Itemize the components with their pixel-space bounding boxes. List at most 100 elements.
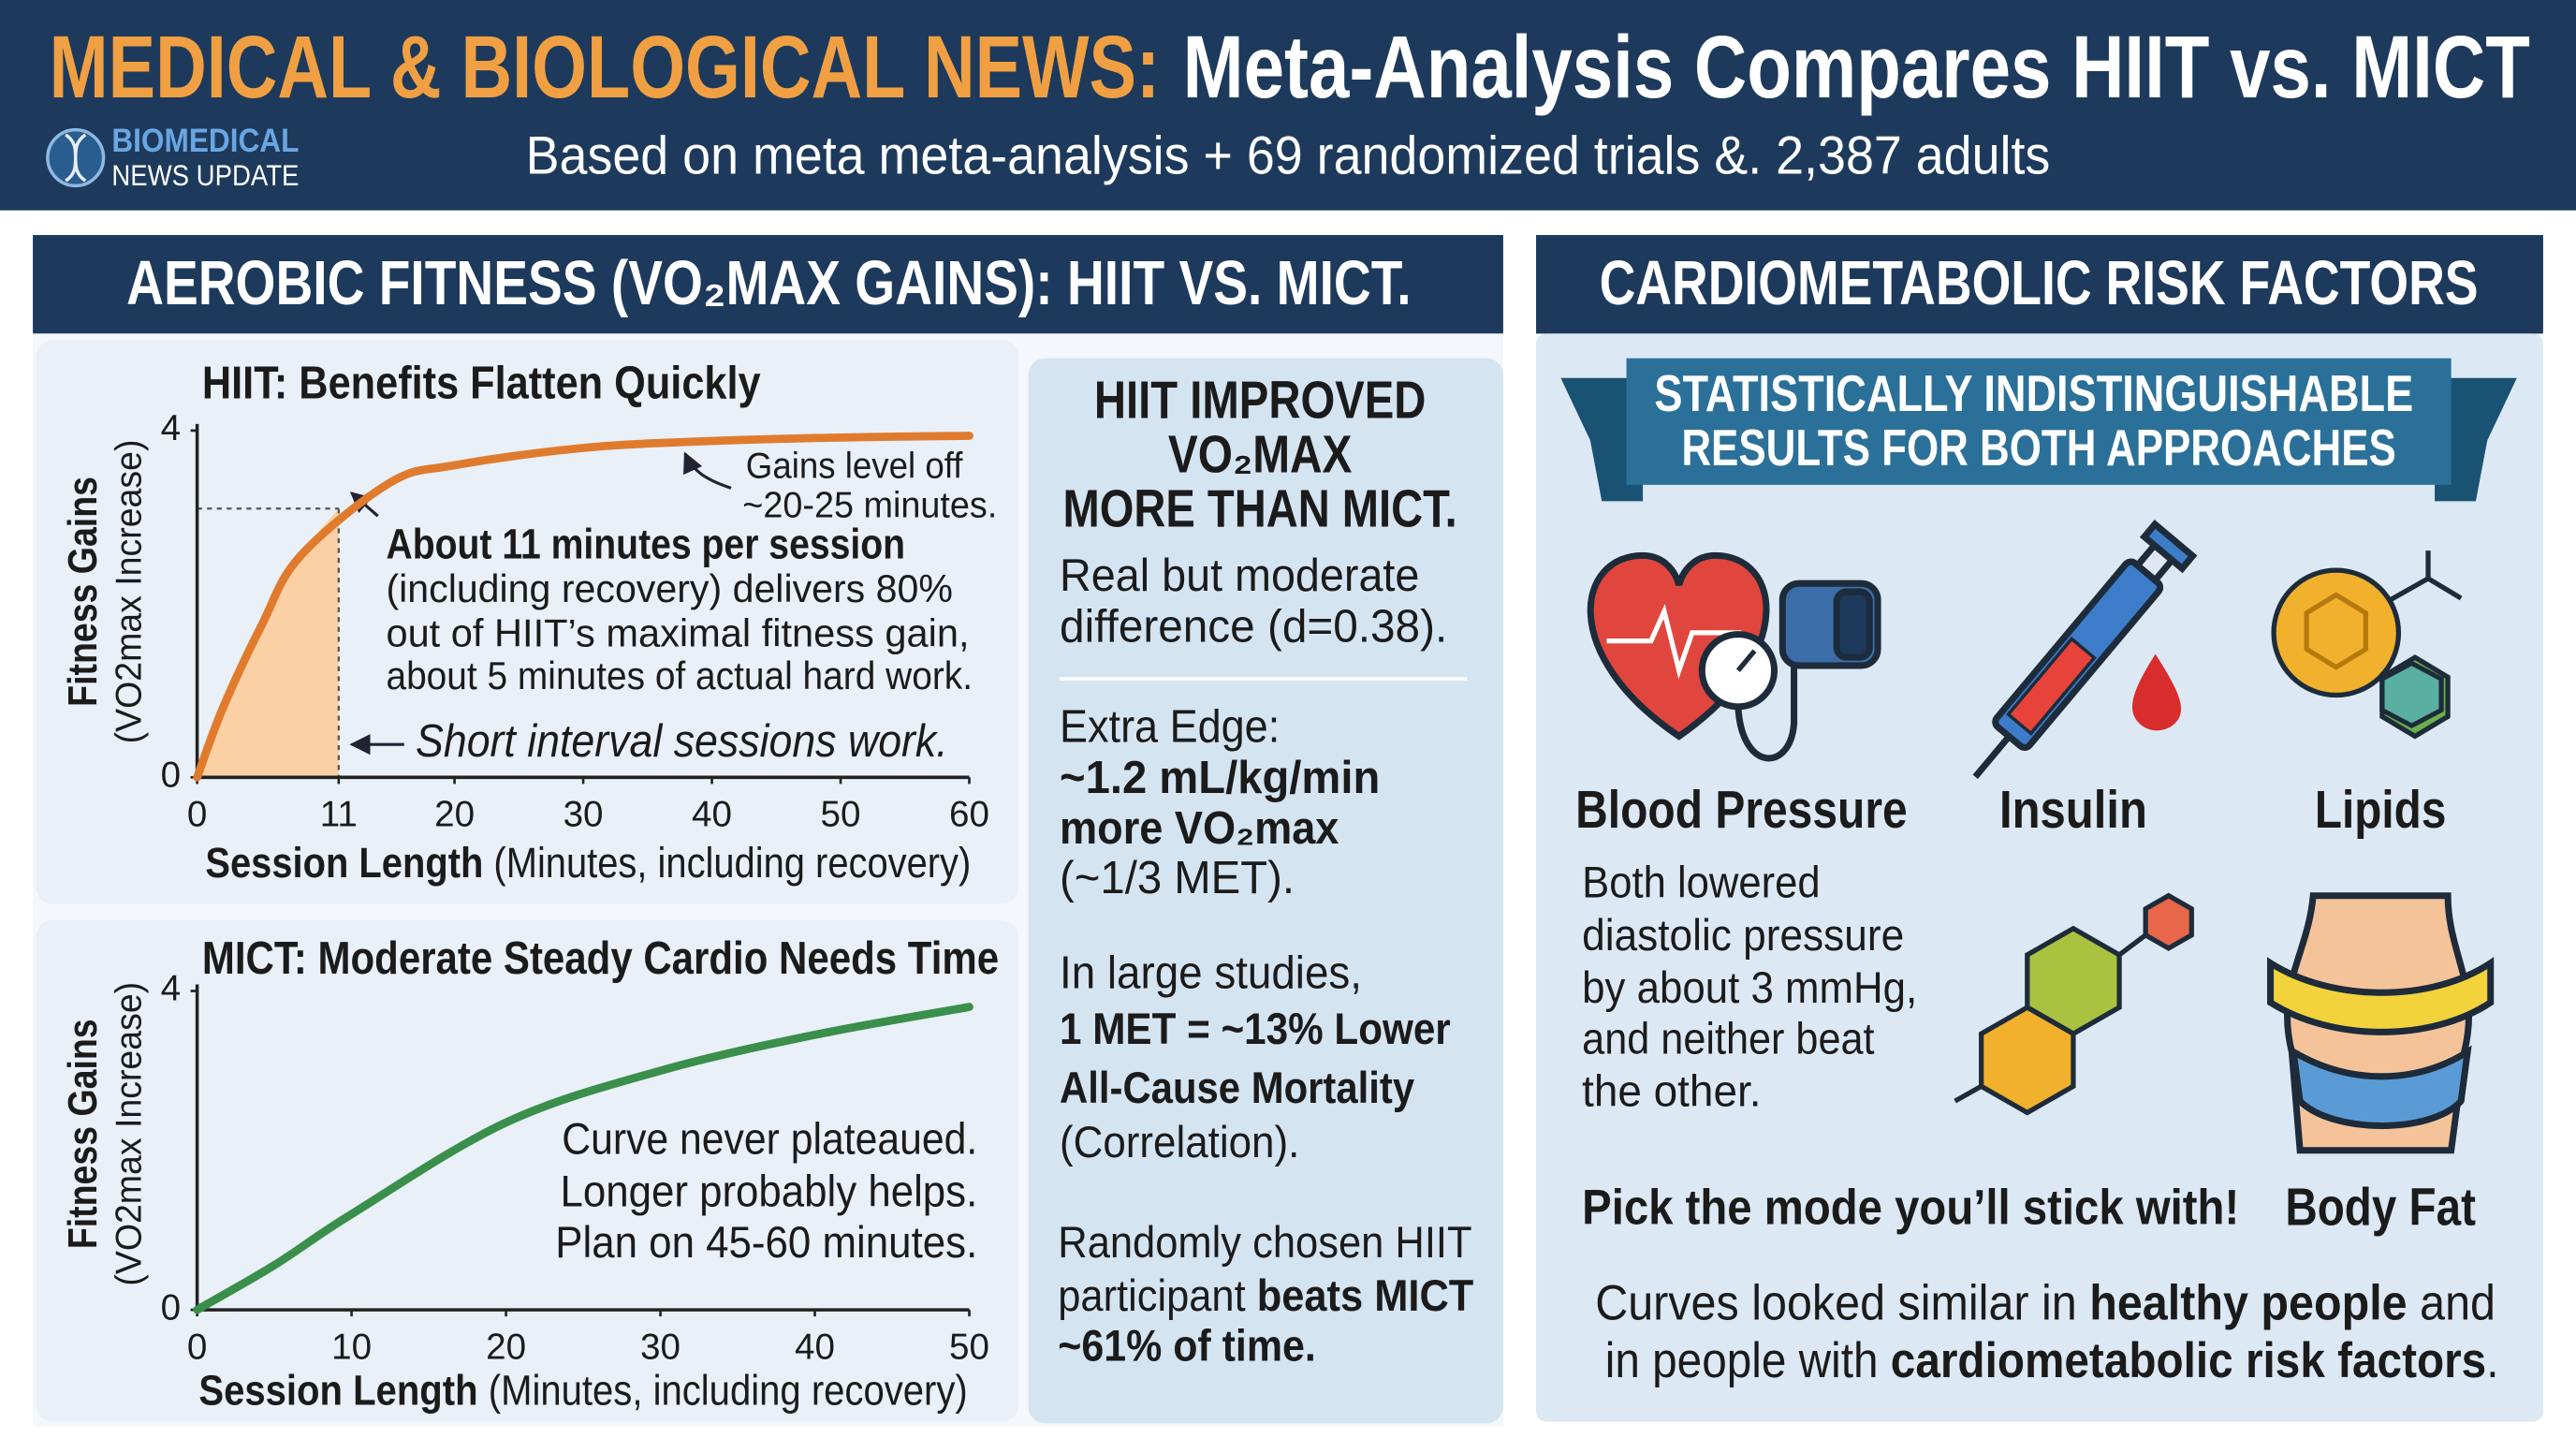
logo: BIOMEDICAL NEWS UPDATE [46, 123, 299, 192]
footer-bold: cardiometabolic risk factors [1891, 1333, 2486, 1388]
x-axis-title: Session Length (Minutes, including recov… [205, 839, 971, 887]
advice: Pick the mode you’ll stick with! [1582, 1181, 2239, 1236]
title-highlight: MEDICAL & BIOLOGICAL NEWS: [50, 18, 1160, 117]
section-header [1536, 235, 2543, 334]
findings-text: Extra Edge: [1060, 701, 1280, 752]
title: Meta-Analysis Compares HIIT vs. MICT [1183, 18, 2530, 117]
body-fat-icon [2267, 892, 2495, 1154]
y-tick-label: 4 [161, 969, 181, 1009]
y-tick-label: 4 [161, 408, 181, 448]
y-axis-title: Fitness Gains [60, 1019, 106, 1249]
line-series [193, 432, 973, 782]
annotation: about 5 minutes of actual hard work. [386, 653, 973, 697]
bp-detail: diastolic pressure [1582, 911, 1904, 961]
x-tick-label: 40 [795, 1327, 835, 1367]
findings-text: (~1/3 MET). [1060, 853, 1295, 903]
x-axis-title-detail: (Minutes, including recovery) [493, 839, 971, 887]
findings-text: In large studies, [1060, 948, 1362, 999]
x-tick-label: 30 [640, 1327, 681, 1367]
annotation: (including recovery) delivers 80% [386, 566, 953, 610]
factor-label: Lipids [2315, 780, 2446, 839]
findings-panel [1028, 358, 1503, 1424]
blood-pressure-icon [1587, 551, 1881, 762]
banner: STATISTICALLY INDISTINGUISHABLE RESULTS … [1560, 358, 2517, 502]
findings-heading: MORE THAN MICT. [1063, 479, 1457, 538]
x-tick-label: 30 [564, 795, 604, 835]
x-axis-title-main: Session Length [198, 1367, 477, 1415]
annotation: Short interval sessions work. [416, 716, 948, 767]
findings-text: more VO₂max [1060, 803, 1339, 854]
findings-text: 1 MET = ~13% Lower [1060, 1005, 1451, 1054]
findings-heading: HIIT IMPROVED [1094, 371, 1427, 430]
section-title: AEROBIC FITNESS (VO₂MAX GAINS): HIIT VS.… [126, 249, 1411, 318]
x-tick-label: 0 [187, 795, 207, 835]
findings-text: ~1.2 mL/kg/min [1060, 753, 1380, 803]
y-tick-label: 0 [161, 756, 181, 796]
section-header [33, 235, 1503, 334]
annotation: ~20-25 minutes. [742, 486, 997, 526]
x-tick-label: 11 [320, 795, 358, 835]
findings-text-part: participant [1058, 1270, 1256, 1320]
x-axis-title: Session Length (Minutes, including recov… [198, 1367, 967, 1415]
annotation: Gains level off [746, 446, 963, 486]
annotation: About 11 minutes per session [386, 521, 905, 568]
findings-text: All-Cause Mortality [1060, 1064, 1415, 1113]
x-axis-title-detail: (Minutes, including recovery) [489, 1367, 968, 1415]
banner-text: STATISTICALLY INDISTINGUISHABLE [1654, 365, 2413, 422]
subtitle: Based on meta meta-analysis + 69 randomi… [526, 126, 2051, 186]
x-tick-label: 50 [949, 1327, 989, 1367]
drop-icon [2131, 653, 2182, 731]
findings-text-bold: beats MICT [1257, 1270, 1474, 1320]
y-axis-title: Fitness Gains [60, 477, 106, 707]
guide-line [197, 507, 340, 778]
findings-text: (Correlation). [1060, 1118, 1299, 1167]
x-tick-label: 50 [821, 795, 861, 835]
annotation: Plan on 45-60 minutes. [555, 1218, 977, 1268]
findings-text: ~61% of time. [1058, 1322, 1316, 1372]
factor-label: Body Fat [2285, 1178, 2476, 1237]
annotation: Longer probably helps. [560, 1167, 977, 1217]
bp-detail: Both lowered [1582, 858, 1820, 908]
footer-line: Curves looked similar in healthy people … [1595, 1275, 2496, 1330]
annotation: Curve never plateaued. [562, 1115, 977, 1165]
x-tick-label: 10 [331, 1327, 372, 1367]
banner-text: RESULTS FOR BOTH APPROACHES [1681, 419, 2395, 477]
factor-label: Blood Pressure [1575, 780, 1908, 839]
findings-text: Randomly chosen HIIT [1058, 1218, 1471, 1268]
insulin-icon [1972, 520, 2198, 779]
y-axis-subtitle: (VO2max Increase) [110, 982, 150, 1286]
section-title: CARDIOMETABOLIC RISK FACTORS [1600, 249, 2479, 318]
logo-line: NEWS UPDATE [111, 158, 299, 192]
findings-text: difference (d=0.38). [1060, 601, 1447, 652]
footer-bold: healthy people [2089, 1275, 2407, 1330]
insulin-molecule-icon [1954, 892, 2194, 1116]
x-tick-label: 0 [187, 1327, 207, 1367]
footer-part: . [2486, 1333, 2498, 1388]
bp-detail: the other. [1582, 1067, 1761, 1117]
findings-text: Real but moderate [1060, 550, 1419, 601]
chart-title: MICT: Moderate Steady Cardio Needs Time [202, 933, 999, 984]
bp-detail: and neither beat [1582, 1014, 1874, 1064]
y-tick-label: 0 [161, 1287, 181, 1328]
x-tick-label: 40 [692, 795, 732, 835]
chart-title: HIIT: Benefits Flatten Quickly [202, 359, 761, 409]
footer-part: in people with [1605, 1333, 1891, 1388]
findings-text: participant beats MICT [1058, 1270, 1473, 1320]
factor-label: Insulin [1999, 780, 2147, 839]
y-axis-subtitle: (VO2max Increase) [110, 440, 150, 744]
x-tick-label: 20 [486, 1327, 526, 1367]
annotation: out of HIIT’s maximal fitness gain, [386, 610, 969, 654]
bp-detail: by about 3 mmHg, [1582, 963, 1917, 1013]
lipids-icon [2271, 550, 2463, 740]
footer-line: in people with cardiometabolic risk fact… [1605, 1333, 2499, 1388]
x-tick-label: 60 [949, 795, 989, 835]
findings-heading: VO₂MAX [1168, 425, 1353, 484]
x-tick-label: 20 [434, 795, 475, 835]
x-axis-title-main: Session Length [205, 839, 483, 887]
annotation-arrow [683, 451, 732, 490]
logo-line: BIOMEDICAL [111, 123, 299, 159]
line-series [193, 1003, 973, 1314]
highlight-area [197, 508, 339, 778]
footer-part: Curves looked similar in [1595, 1275, 2089, 1330]
